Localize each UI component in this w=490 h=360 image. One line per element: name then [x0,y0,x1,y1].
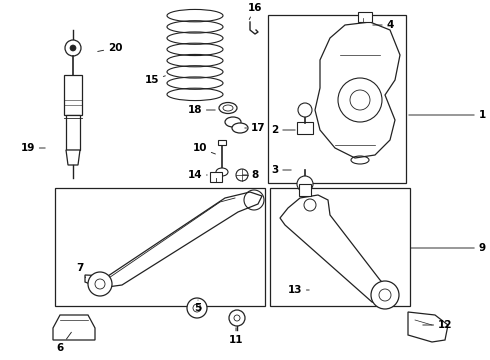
Text: 12: 12 [423,320,452,330]
Bar [358,12,372,22]
Text: 5: 5 [195,300,201,313]
Text: 15: 15 [145,75,165,85]
Text: 18: 18 [188,105,215,115]
Circle shape [65,40,81,56]
Ellipse shape [219,103,237,113]
Bar [64,75,82,115]
Bar [299,184,311,196]
Circle shape [70,45,76,51]
Text: 10: 10 [193,143,216,154]
Circle shape [298,103,312,117]
Text: 8: 8 [243,170,259,180]
Text: 7: 7 [76,263,86,278]
Polygon shape [66,150,80,165]
Circle shape [229,310,245,326]
Text: 14: 14 [188,170,207,180]
Circle shape [187,298,207,318]
Bar [55,188,265,306]
Text: 13: 13 [288,285,309,295]
Text: 20: 20 [98,43,122,53]
Ellipse shape [236,169,248,181]
Ellipse shape [232,123,248,133]
Text: 2: 2 [271,125,295,135]
Text: 16: 16 [248,3,262,19]
Text: 4: 4 [373,20,393,30]
Circle shape [297,176,313,192]
Text: 9: 9 [411,243,486,253]
Bar [210,172,222,182]
Text: 1: 1 [409,110,486,120]
Text: 6: 6 [56,332,72,353]
Text: 11: 11 [229,328,243,345]
Bar [66,115,80,150]
Bar [270,188,410,306]
Text: 3: 3 [271,165,291,175]
Ellipse shape [216,168,228,176]
Text: 19: 19 [21,143,45,153]
Bar [268,15,406,183]
Circle shape [371,281,399,309]
Bar [218,140,226,145]
Bar [297,122,313,134]
Circle shape [88,272,112,296]
Text: 17: 17 [245,123,265,133]
Ellipse shape [225,117,241,127]
